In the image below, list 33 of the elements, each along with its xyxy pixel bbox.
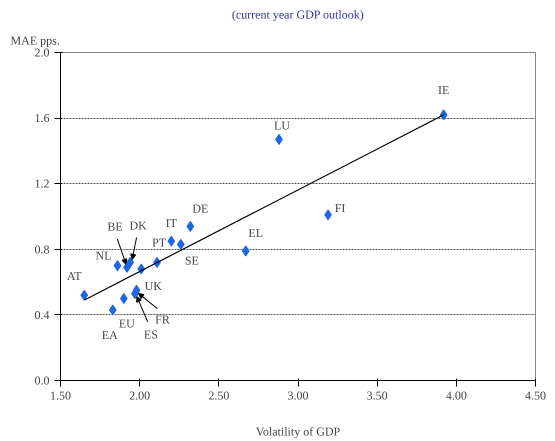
- y-tick-label: 1.6: [34, 111, 50, 126]
- x-axis-title: Volatility of GDP: [256, 424, 341, 438]
- x-tick-label: 3.50: [366, 388, 388, 402]
- y-tick-label: 0.4: [34, 308, 50, 322]
- annotation: DE: [192, 201, 208, 216]
- chart-subtitle: (current year GDP outlook): [232, 8, 364, 22]
- x-tick-label: 3.00: [288, 388, 308, 402]
- annotation: AT: [66, 269, 82, 284]
- x-tick-label: 2.50: [208, 388, 230, 402]
- annotation: FI: [334, 200, 346, 215]
- y-axis-title: MAE pps.: [10, 34, 60, 48]
- x-tick-label: 2.00: [129, 388, 150, 402]
- annotation: EA: [102, 328, 118, 342]
- y-tick-label: 2.0: [34, 46, 50, 60]
- annotation: IE: [438, 82, 450, 97]
- x-tick-label: 4.00: [446, 388, 467, 402]
- y-tick-label: 0.0: [34, 374, 50, 388]
- annotation: LU: [274, 118, 290, 132]
- y-tick-label: 0.8: [34, 242, 50, 256]
- y-tick-label: 1.2: [34, 176, 50, 191]
- annotation: EU: [118, 316, 136, 330]
- annotation: PT: [152, 235, 167, 250]
- x-tick-label: 4.50: [525, 388, 546, 402]
- annotation: DK: [130, 218, 148, 232]
- annotation: EL: [248, 226, 264, 240]
- annotation: SE: [184, 253, 199, 268]
- annotation: IT: [166, 216, 178, 230]
- x-tick-label: 1.50: [50, 388, 71, 402]
- annotation: FR: [155, 312, 170, 326]
- annotation: NL: [96, 248, 112, 263]
- annotation: BE: [107, 219, 123, 234]
- annotation: ES: [144, 328, 158, 342]
- annotation: UK: [144, 278, 162, 293]
